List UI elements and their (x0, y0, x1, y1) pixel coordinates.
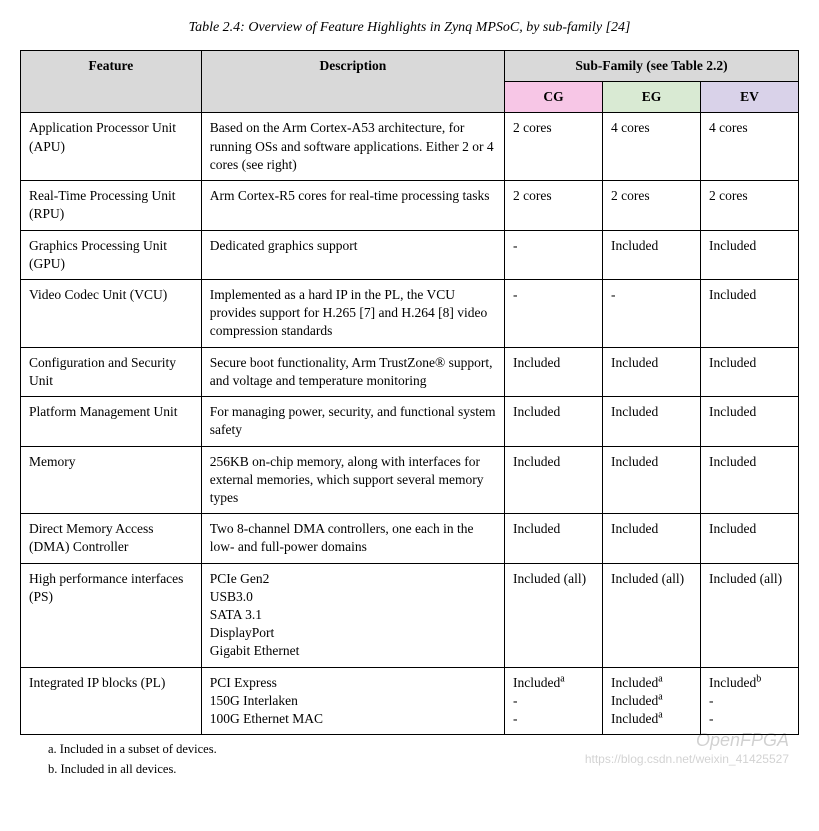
cell-cg: Included (505, 514, 603, 563)
cell-ev: Included (700, 230, 798, 279)
cell-eg: Included (603, 397, 701, 446)
table-body: Application Processor Unit (APU)Based on… (21, 113, 799, 735)
cell-description: Arm Cortex-R5 cores for real-time proces… (201, 181, 504, 230)
footnotes: a. Included in a subset of devices. b. I… (48, 741, 799, 778)
cell-ev: Included (all) (700, 563, 798, 667)
header-subfamily: Sub-Family (see Table 2.2) (505, 51, 799, 82)
cell-ev: 4 cores (700, 113, 798, 181)
cell-eg: Included (603, 514, 701, 563)
cell-eg: - (603, 279, 701, 347)
cell-eg: Included (603, 230, 701, 279)
cell-ev: Includedb-- (700, 667, 798, 735)
cell-description: PCI Express150G Interlaken100G Ethernet … (201, 667, 504, 735)
cell-eg: Included (603, 347, 701, 396)
cell-feature: Graphics Processing Unit (GPU) (21, 230, 202, 279)
cell-cg: Includeda-- (505, 667, 603, 735)
cell-cg: - (505, 279, 603, 347)
cell-cg: - (505, 230, 603, 279)
cell-eg: IncludedaIncludedaIncludeda (603, 667, 701, 735)
footnote-a: a. Included in a subset of devices. (48, 741, 799, 759)
cell-cg: Included (all) (505, 563, 603, 667)
cell-ev: Included (700, 514, 798, 563)
cell-description: Dedicated graphics support (201, 230, 504, 279)
table-row: Video Codec Unit (VCU)Implemented as a h… (21, 279, 799, 347)
table-row: Platform Management UnitFor managing pow… (21, 397, 799, 446)
table-row: Integrated IP blocks (PL)PCI Express150G… (21, 667, 799, 735)
cell-cg: Included (505, 397, 603, 446)
cell-description: PCIe Gen2USB3.0SATA 3.1DisplayPortGigabi… (201, 563, 504, 667)
header-eg: EG (603, 82, 701, 113)
cell-description: Secure boot functionality, Arm TrustZone… (201, 347, 504, 396)
feature-table: Feature Description Sub-Family (see Tabl… (20, 50, 799, 735)
cell-feature: Video Codec Unit (VCU) (21, 279, 202, 347)
cell-eg: 4 cores (603, 113, 701, 181)
cell-cg: Included (505, 446, 603, 514)
cell-eg: 2 cores (603, 181, 701, 230)
footnote-b: b. Included in all devices. (48, 761, 799, 779)
cell-ev: Included (700, 397, 798, 446)
cell-cg: 2 cores (505, 113, 603, 181)
cell-eg: Included (all) (603, 563, 701, 667)
table-row: Graphics Processing Unit (GPU)Dedicated … (21, 230, 799, 279)
cell-description: For managing power, security, and functi… (201, 397, 504, 446)
table-row: High performance interfaces (PS)PCIe Gen… (21, 563, 799, 667)
cell-feature: Real-Time Processing Unit (RPU) (21, 181, 202, 230)
header-feature: Feature (21, 51, 202, 113)
cell-feature: Memory (21, 446, 202, 514)
cell-cg: 2 cores (505, 181, 603, 230)
cell-description: Implemented as a hard IP in the PL, the … (201, 279, 504, 347)
cell-feature: Platform Management Unit (21, 397, 202, 446)
cell-feature: Direct Memory Access (DMA) Controller (21, 514, 202, 563)
cell-ev: Included (700, 446, 798, 514)
header-ev: EV (700, 82, 798, 113)
table-caption: Table 2.4: Overview of Feature Highlight… (20, 20, 799, 36)
cell-feature: Integrated IP blocks (PL) (21, 667, 202, 735)
cell-eg: Included (603, 446, 701, 514)
cell-cg: Included (505, 347, 603, 396)
cell-feature: High performance interfaces (PS) (21, 563, 202, 667)
cell-ev: Included (700, 347, 798, 396)
cell-feature: Application Processor Unit (APU) (21, 113, 202, 181)
cell-description: 256KB on-chip memory, along with interfa… (201, 446, 504, 514)
table-row: Application Processor Unit (APU)Based on… (21, 113, 799, 181)
cell-ev: Included (700, 279, 798, 347)
table-row: Direct Memory Access (DMA) ControllerTwo… (21, 514, 799, 563)
table-row: Memory256KB on-chip memory, along with i… (21, 446, 799, 514)
cell-description: Two 8-channel DMA controllers, one each … (201, 514, 504, 563)
cell-ev: 2 cores (700, 181, 798, 230)
header-cg: CG (505, 82, 603, 113)
cell-feature: Configuration and Security Unit (21, 347, 202, 396)
header-description: Description (201, 51, 504, 113)
table-row: Configuration and Security UnitSecure bo… (21, 347, 799, 396)
cell-description: Based on the Arm Cortex-A53 architecture… (201, 113, 504, 181)
table-row: Real-Time Processing Unit (RPU)Arm Corte… (21, 181, 799, 230)
